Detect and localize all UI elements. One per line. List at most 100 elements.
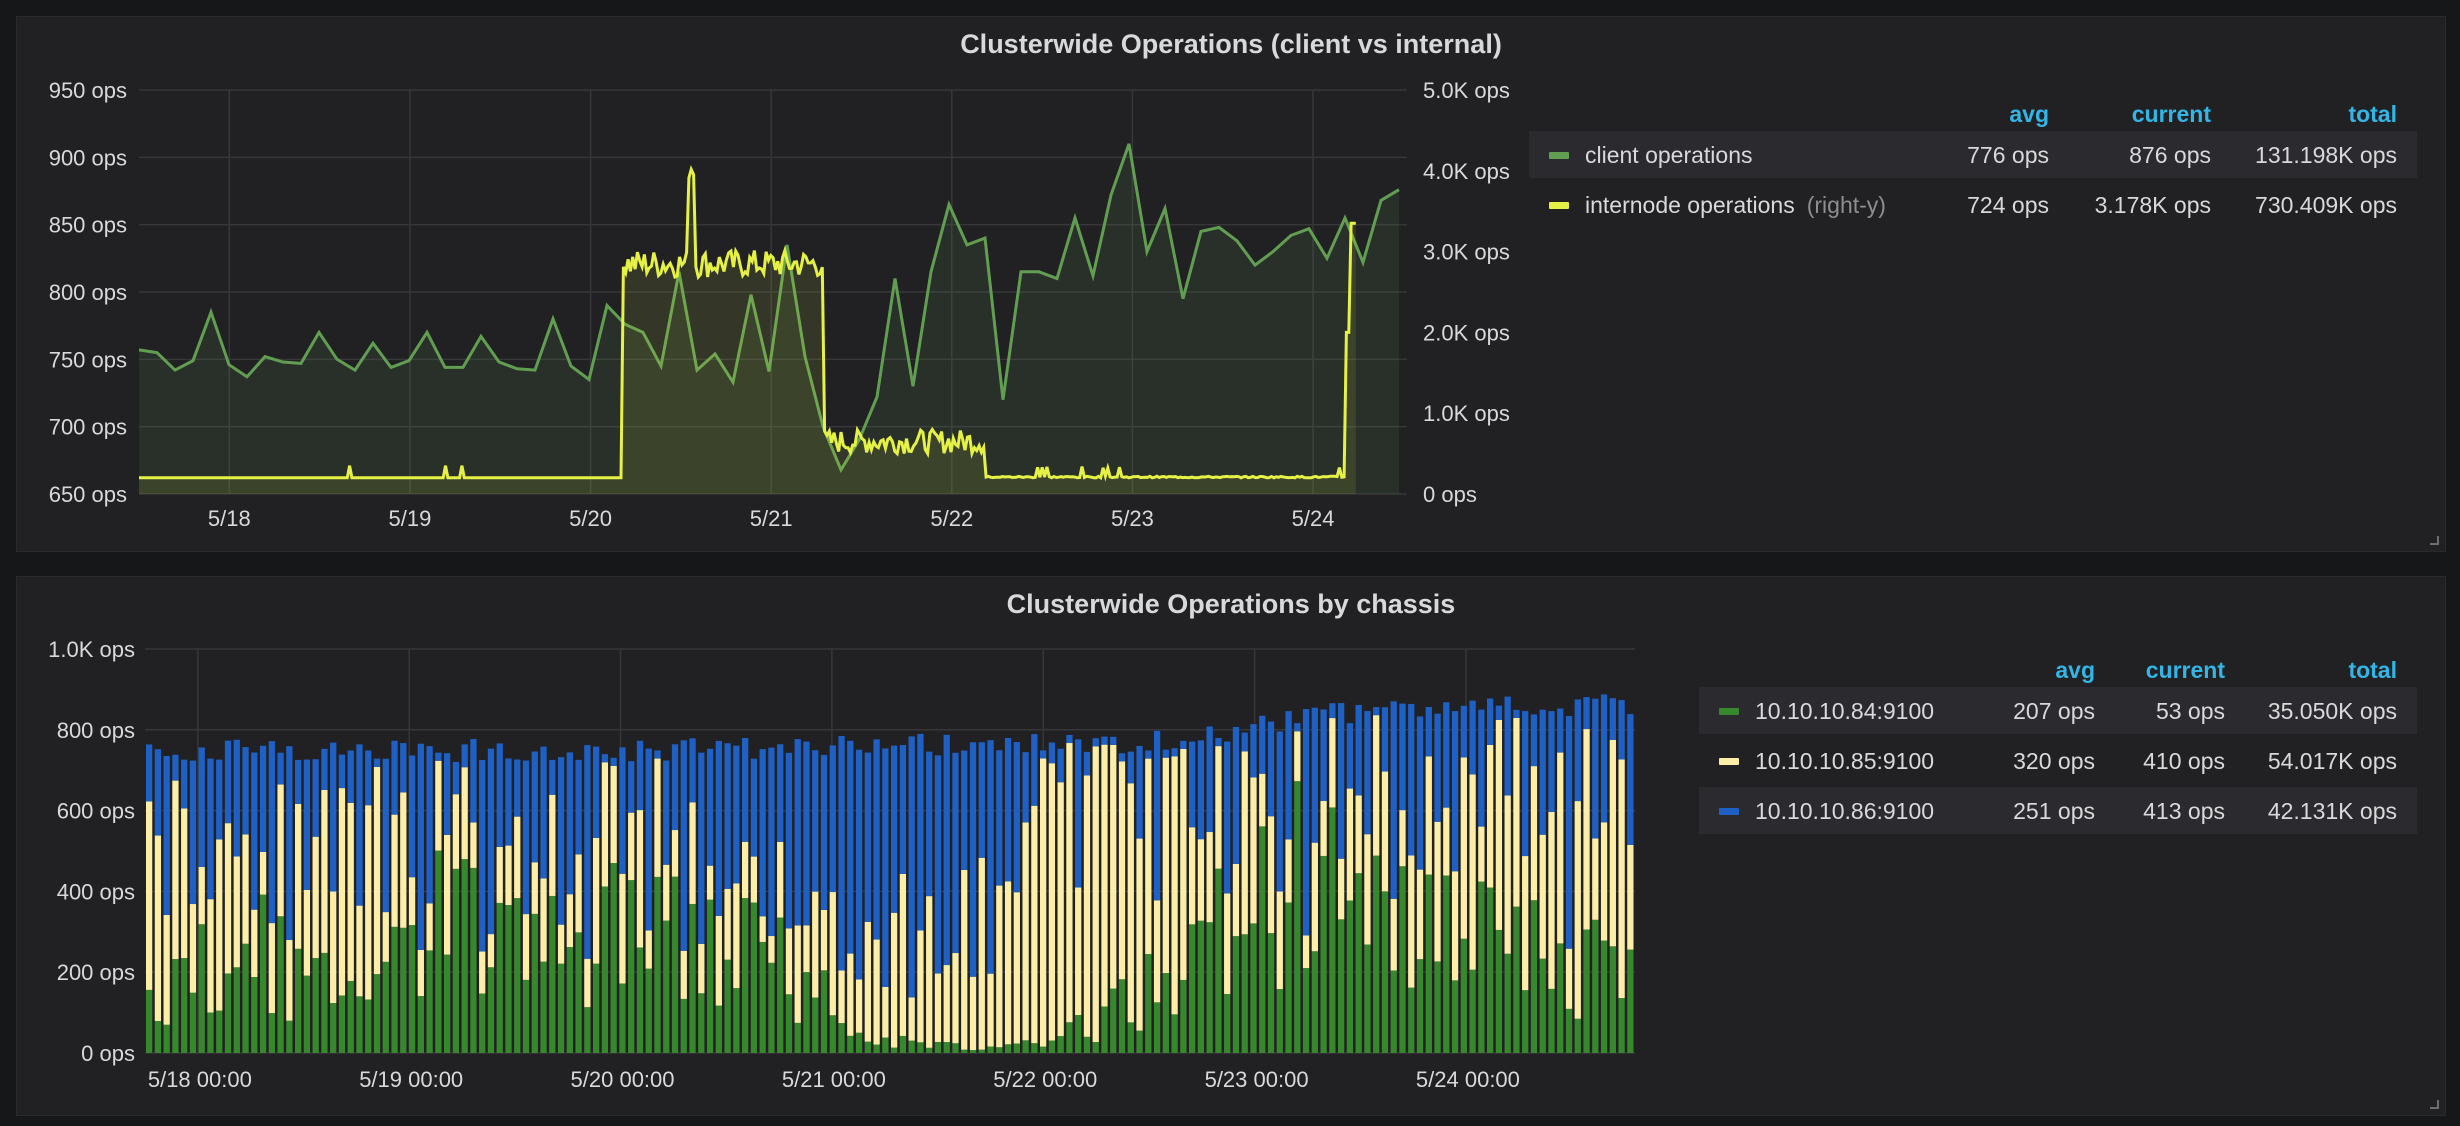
legend-header-total[interactable]: total xyxy=(2348,657,2397,683)
bar-segment-chassis-84 xyxy=(1136,1030,1143,1053)
bar-segment-chassis-86 xyxy=(408,755,416,878)
bar-segment-chassis-86 xyxy=(794,739,801,926)
series-avg: 207 ops xyxy=(2013,698,2095,724)
legend-header-current[interactable]: current xyxy=(2145,657,2225,683)
bar-segment-chassis-84 xyxy=(356,996,363,1053)
legend-row-chassis-86[interactable]: 10.10.10.86:9100 251 ops 413 ops 42.131K… xyxy=(1699,787,2417,834)
series-color-swatch[interactable] xyxy=(1549,152,1569,159)
bar-segment-chassis-86 xyxy=(522,760,530,915)
bar-segment-chassis-85 xyxy=(557,924,565,964)
bar-segment-chassis-85 xyxy=(181,808,188,959)
bar-segment-chassis-86 xyxy=(514,759,521,817)
legend-header-avg[interactable]: avg xyxy=(2055,657,2095,683)
bar-segment-chassis-84 xyxy=(1416,959,1424,1053)
bar-segment-chassis-86 xyxy=(1320,709,1327,802)
bar-segment-chassis-84 xyxy=(1390,970,1397,1053)
bar-segment-chassis-85 xyxy=(1224,893,1231,994)
bar-segment-chassis-85 xyxy=(1066,743,1073,1023)
bar-segment-chassis-84 xyxy=(794,1022,801,1053)
bar-segment-chassis-84 xyxy=(268,1013,275,1053)
bar-segment-chassis-85 xyxy=(408,877,416,926)
bar-segment-chassis-85 xyxy=(382,912,389,962)
bar-segment-chassis-85 xyxy=(1600,822,1608,941)
x-tick-label: 5/21 00:00 xyxy=(782,1067,886,1092)
legend-row-internode-operations[interactable]: internode operations (right-y) 724 ops 3.… xyxy=(1529,181,2417,228)
bar-segment-chassis-86 xyxy=(1145,750,1152,759)
panel-resize-handle[interactable] xyxy=(2430,1100,2439,1109)
bar-segment-chassis-86 xyxy=(1478,709,1485,827)
bar-segment-chassis-86 xyxy=(207,758,214,900)
bar-segment-chassis-84 xyxy=(1075,1014,1082,1053)
legend-row-client-operations[interactable]: client operations 776 ops 876 ops 131.19… xyxy=(1529,131,2417,178)
bar-segment-chassis-86 xyxy=(1294,723,1301,732)
bar-segment-chassis-86 xyxy=(452,761,460,795)
bar-segment-chassis-86 xyxy=(198,747,205,868)
bar-segment-chassis-86 xyxy=(882,748,889,987)
legend-header-avg[interactable]: avg xyxy=(2009,101,2049,127)
legend-header-total[interactable]: total xyxy=(2348,101,2397,127)
bar-segment-chassis-85 xyxy=(312,836,319,959)
x-tick-label: 5/22 00:00 xyxy=(993,1067,1097,1092)
bar-segment-chassis-84 xyxy=(444,954,451,1053)
line-chart[interactable]: 950 ops 900 ops 850 ops 800 ops 750 ops 700 o… xyxy=(17,17,1517,553)
bar-segment-chassis-86 xyxy=(575,759,582,855)
bar-segment-chassis-85 xyxy=(1539,834,1546,959)
bar-segment-chassis-86 xyxy=(295,759,302,804)
bar-segment-chassis-85 xyxy=(1083,775,1091,1037)
stacked-bar-chart[interactable]: 1.0K ops 800 ops 600 ops 400 ops 200 ops 0 op… xyxy=(17,577,1687,1117)
bar-segment-chassis-85 xyxy=(645,930,652,969)
bar-segment-chassis-85 xyxy=(1565,948,1573,1009)
bar-segment-chassis-84 xyxy=(996,1047,1003,1053)
x-tick-label: 5/18 xyxy=(208,506,251,531)
series-name-text: internode operations xyxy=(1585,192,1795,218)
bar-segment-chassis-84 xyxy=(373,974,381,1053)
bar-segment-chassis-84 xyxy=(1197,920,1205,1053)
bar-segment-chassis-86 xyxy=(1267,721,1275,817)
panel-title[interactable]: Clusterwide Operations (client vs intern… xyxy=(960,29,1502,59)
bar-segment-chassis-86 xyxy=(1031,734,1038,806)
bar-segment-chassis-86 xyxy=(777,744,784,842)
series-color-swatch[interactable] xyxy=(1549,202,1569,209)
y-left-tick-label: 650 ops xyxy=(49,482,127,507)
bar-segment-chassis-85 xyxy=(1206,832,1213,923)
bar-segment-chassis-85 xyxy=(1092,746,1099,1043)
bar-segment-chassis-86 xyxy=(259,745,267,852)
panel-title[interactable]: Clusterwide Operations by chassis xyxy=(1006,589,1456,619)
bar-segment-chassis-85 xyxy=(820,909,828,971)
y-right-tick-label: 4.0K ops xyxy=(1423,159,1510,184)
bar-segment-chassis-85 xyxy=(593,837,600,964)
bar-segment-chassis-86 xyxy=(1171,748,1178,757)
bar-segment-chassis-84 xyxy=(698,993,705,1053)
bar-segment-chassis-84 xyxy=(733,988,740,1053)
bar-segment-chassis-84 xyxy=(1539,958,1546,1053)
bar-segment-chassis-85 xyxy=(1048,763,1056,1041)
bar-segment-chassis-84 xyxy=(724,959,731,1053)
legend: avg current total 10.10.10.84:9100 207 o… xyxy=(1699,643,2417,837)
bar-segment-chassis-86 xyxy=(242,747,249,835)
bar-segment-chassis-86 xyxy=(715,740,722,916)
bar-segment-chassis-85 xyxy=(873,939,880,1045)
bar-segment-chassis-84 xyxy=(224,973,232,1053)
series-color-swatch[interactable] xyxy=(1719,758,1739,765)
bar-segment-chassis-85 xyxy=(750,856,758,903)
bar-segment-chassis-85 xyxy=(654,758,661,877)
panel-resize-handle[interactable] xyxy=(2430,536,2439,545)
bar-segment-chassis-85 xyxy=(768,936,775,963)
bar-segment-chassis-86 xyxy=(1048,742,1056,764)
legend-header-current[interactable]: current xyxy=(2131,101,2211,127)
legend-row-chassis-85[interactable]: 10.10.10.85:9100 320 ops 410 ops 54.017K… xyxy=(1699,737,2417,784)
bar-segment-chassis-85 xyxy=(268,923,275,1014)
bar-segment-chassis-85 xyxy=(803,925,810,973)
bar-segment-chassis-85 xyxy=(303,889,311,976)
bar-segment-chassis-85 xyxy=(1609,739,1616,947)
legend-row-chassis-84[interactable]: 10.10.10.84:9100 207 ops 53 ops 35.050K … xyxy=(1699,687,2417,734)
series-color-swatch[interactable] xyxy=(1719,808,1739,815)
bar-segment-chassis-85 xyxy=(417,949,424,997)
panel-operations-by-chassis: Clusterwide Operations by chassis 1.0K o… xyxy=(16,576,2446,1116)
series-color-swatch[interactable] xyxy=(1719,708,1739,715)
bar-segment-chassis-85 xyxy=(540,878,547,962)
bar-segment-chassis-84 xyxy=(1153,1002,1161,1053)
bar-segment-chassis-85 xyxy=(1101,744,1108,1007)
bar-segment-chassis-86 xyxy=(435,752,442,761)
bar-segment-chassis-85 xyxy=(715,915,722,1006)
